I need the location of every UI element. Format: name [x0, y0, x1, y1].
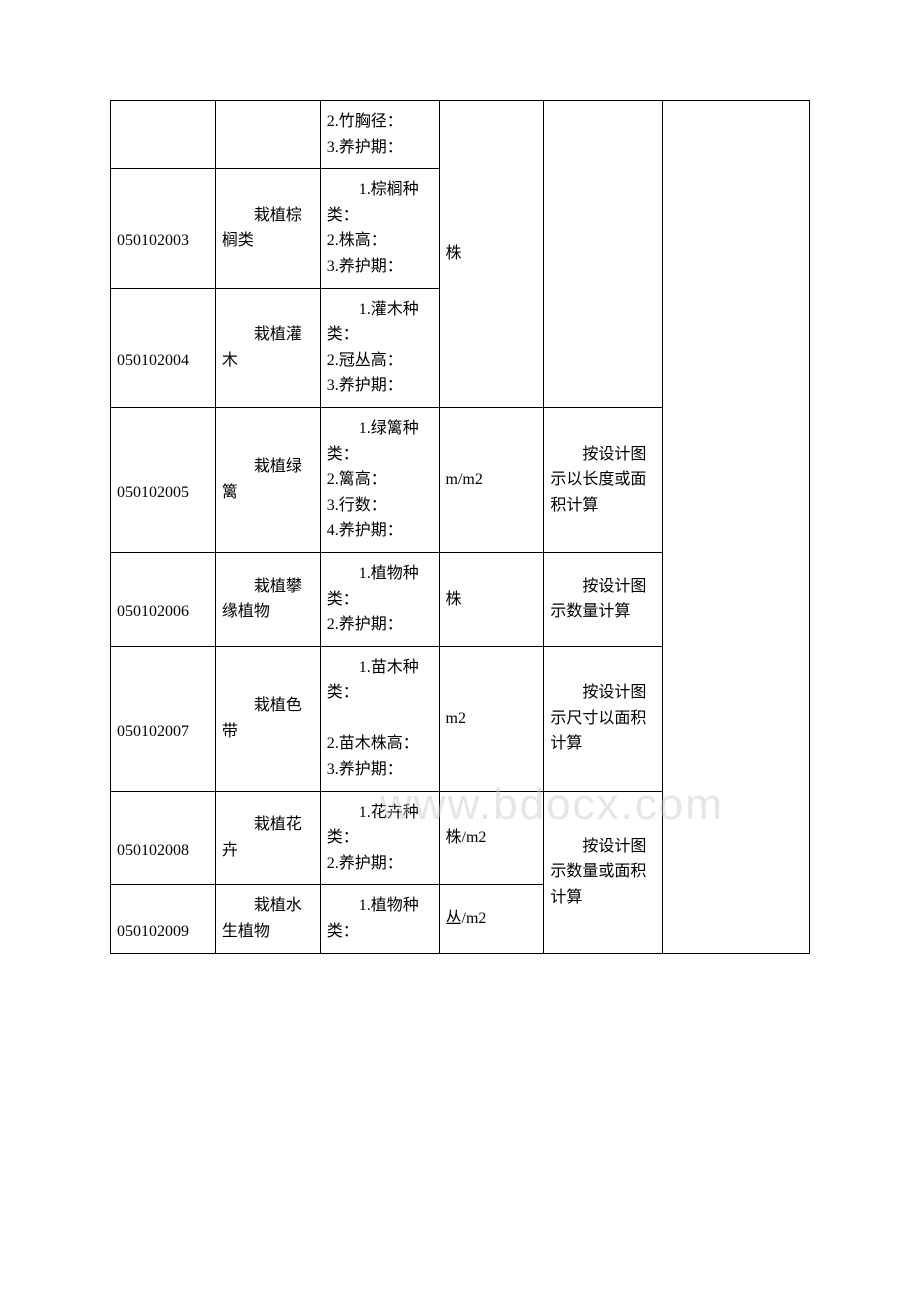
cell-desc: 1.苗木种类： 2.苗木株高： 3.养护期：: [320, 646, 439, 791]
cell-name: 栽植灌木: [215, 288, 320, 407]
cell-unit: 丛/m2: [439, 885, 544, 953]
cell-desc: 1.绿篱种类： 2.篱高： 3.行数： 4.养护期：: [320, 407, 439, 552]
cell-code: 050102007: [111, 646, 216, 791]
cell-last: [663, 101, 810, 954]
cell-desc: 1.植物种类： 2.养护期：: [320, 552, 439, 646]
cell-name: 栽植绿篱: [215, 407, 320, 552]
cell-desc: 1.植物种类：: [320, 885, 439, 953]
cell-rule: 按设计图示尺寸以面积计算: [544, 646, 663, 791]
cell-rule: 按设计图示以长度或面积计算: [544, 407, 663, 552]
cell-code: 050102003: [111, 169, 216, 288]
cell-rule: [544, 101, 663, 408]
cell-unit: m/m2: [439, 407, 544, 552]
cell-rule-merged: 按设计图示数量或面积计算: [544, 791, 663, 953]
cell-unit: 株/m2: [439, 791, 544, 885]
cell-unit-merged: 株: [439, 101, 544, 408]
table-row: 2.竹胸径： 3.养护期： 株: [111, 101, 810, 169]
cell-code: 050102004: [111, 288, 216, 407]
cell-name: 栽植色带: [215, 646, 320, 791]
cell-desc: 1.灌木种类： 2.冠丛高： 3.养护期：: [320, 288, 439, 407]
cell-code: 050102006: [111, 552, 216, 646]
table-container: www.bdocx.com 2.竹胸径： 3.养护期： 株 050102003: [110, 100, 810, 954]
cell-name: [215, 101, 320, 169]
data-table: 2.竹胸径： 3.养护期： 株 050102003 栽植棕榈类 1.棕榈种类： …: [110, 100, 810, 954]
cell-code: 050102009: [111, 885, 216, 953]
cell-name: 栽植水生植物: [215, 885, 320, 953]
cell-desc: 1.花卉种类： 2.养护期：: [320, 791, 439, 885]
cell-code: 050102005: [111, 407, 216, 552]
cell-desc: 2.竹胸径： 3.养护期：: [320, 101, 439, 169]
cell-code: 050102008: [111, 791, 216, 885]
cell-code: [111, 101, 216, 169]
cell-name: 栽植棕榈类: [215, 169, 320, 288]
cell-rule: 按设计图示数量计算: [544, 552, 663, 646]
cell-name: 栽植花卉: [215, 791, 320, 885]
cell-unit: 株: [439, 552, 544, 646]
cell-name: 栽植攀缘植物: [215, 552, 320, 646]
cell-desc: 1.棕榈种类： 2.株高： 3.养护期：: [320, 169, 439, 288]
cell-unit: m2: [439, 646, 544, 791]
